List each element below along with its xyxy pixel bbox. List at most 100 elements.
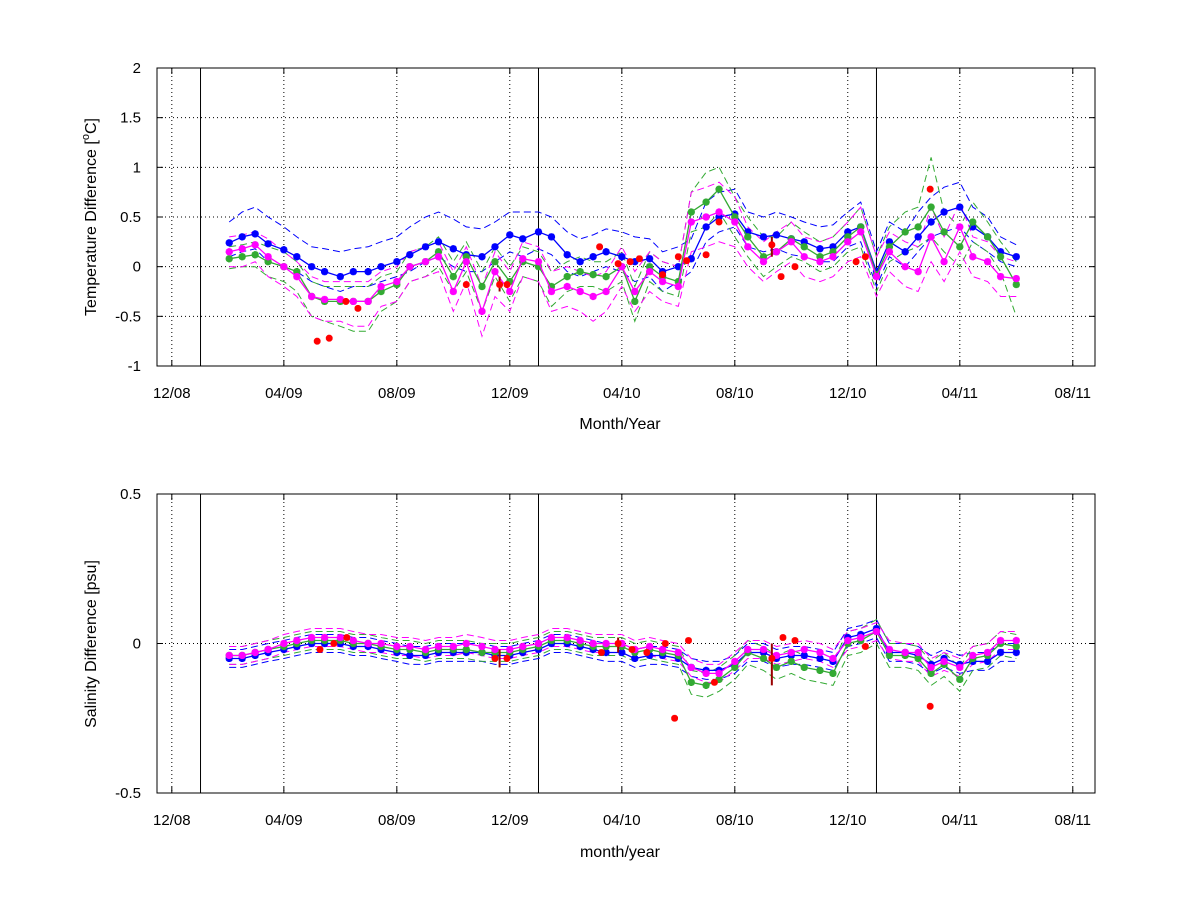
green-data-point xyxy=(478,648,486,657)
blue-data-point xyxy=(1012,648,1020,657)
magenta-data-point xyxy=(658,277,667,286)
blue-data-point xyxy=(406,651,414,660)
magenta-data-point xyxy=(687,663,695,672)
blue-data-point xyxy=(320,268,329,276)
magenta-data-point-glyph xyxy=(885,248,894,256)
blue-data-point xyxy=(618,253,626,261)
magenta-data-point-glyph xyxy=(658,645,667,654)
blue-data-point xyxy=(914,233,922,241)
blue-data-point xyxy=(264,240,272,248)
magenta-data-point-glyph xyxy=(547,633,556,642)
magenta-data-point xyxy=(238,651,246,660)
blue-data-point-glyph xyxy=(646,651,654,660)
magenta-data-point xyxy=(534,258,543,266)
blue-data-point-glyph xyxy=(478,253,486,261)
magenta-data-point-glyph xyxy=(602,287,610,296)
magenta-data-point xyxy=(320,633,329,642)
green-data-point xyxy=(772,663,781,672)
green-data-point xyxy=(940,228,948,236)
green-data-point xyxy=(983,233,992,241)
magenta-data-point-glyph xyxy=(238,245,246,253)
magenta-data-point xyxy=(787,648,795,657)
magenta-data-point xyxy=(519,255,527,263)
green-data-point-glyph xyxy=(462,645,470,654)
green-data-point xyxy=(434,248,443,256)
red-observation-point xyxy=(330,640,338,647)
magenta-data-point xyxy=(618,639,626,648)
green-data-point xyxy=(449,273,457,281)
red-observation-point xyxy=(462,281,470,288)
red-observation-point xyxy=(791,637,799,644)
magenta-data-point xyxy=(421,258,430,266)
magenta-data-point-glyph xyxy=(983,648,992,657)
magenta-data-point-glyph xyxy=(927,663,935,672)
blue-data-point xyxy=(602,648,610,657)
magenta-data-point-glyph xyxy=(280,263,288,271)
magenta-data-point-glyph xyxy=(336,295,344,304)
green-data-point-glyph xyxy=(969,218,977,226)
blue-data-point xyxy=(421,243,430,251)
blue-data-point xyxy=(393,258,401,266)
magenta-data-point xyxy=(940,258,948,266)
magenta-data-point xyxy=(715,669,723,677)
green-data-point-glyph xyxy=(816,253,824,261)
magenta-data-point xyxy=(715,208,723,216)
red-observation-point-glyph xyxy=(674,253,682,261)
blue-data-point xyxy=(969,223,977,231)
red-observation-point-glyph xyxy=(715,218,723,226)
green-data-point xyxy=(744,233,752,241)
red-observation-point xyxy=(926,702,934,710)
magenta-data-point xyxy=(759,645,768,654)
green-data-point-glyph xyxy=(744,233,752,241)
blue-data-point xyxy=(251,230,259,238)
blue-data-point xyxy=(844,228,852,236)
magenta-data-point-glyph xyxy=(744,645,752,654)
blue-data-point-glyph xyxy=(816,245,824,253)
green-data-point xyxy=(956,243,964,251)
red-observation-point-glyph xyxy=(636,255,643,263)
magenta-data-point xyxy=(349,636,357,645)
blue-data-point xyxy=(364,268,372,276)
blue-data-point xyxy=(631,258,639,266)
magenta-data-point xyxy=(969,651,977,660)
magenta-data-point xyxy=(658,645,667,654)
magenta-dashed-envelope-line xyxy=(229,241,1017,338)
green-data-point xyxy=(901,228,909,236)
blue-data-point-glyph xyxy=(406,651,414,660)
red-observation-point xyxy=(779,634,787,641)
blue-data-point-glyph xyxy=(1012,648,1020,657)
magenta-data-point-glyph xyxy=(969,651,977,660)
red-observation-point xyxy=(614,260,622,268)
green-data-point-glyph xyxy=(434,248,443,256)
green-data-point-glyph xyxy=(602,273,610,281)
magenta-data-point xyxy=(940,657,948,666)
magenta-data-point-glyph xyxy=(421,258,430,266)
magenta-data-point-glyph xyxy=(674,648,682,657)
magenta-data-point xyxy=(759,258,768,266)
green-data-point xyxy=(927,669,935,677)
green-data-point xyxy=(547,282,556,291)
magenta-data-point xyxy=(393,642,401,651)
green-data-point xyxy=(225,255,233,263)
blue-data-point xyxy=(519,235,527,243)
magenta-data-point-glyph xyxy=(308,633,316,642)
red-observation-point-glyph xyxy=(926,702,934,710)
x-tick-label: 04/10 xyxy=(603,385,641,402)
magenta-data-point-glyph xyxy=(702,669,710,677)
red-observation-point-glyph xyxy=(313,337,321,345)
magenta-data-point-glyph xyxy=(816,258,824,266)
blue-data-point xyxy=(744,228,752,236)
y-tick-label: 0 xyxy=(133,259,141,276)
magenta-data-point xyxy=(336,295,344,304)
magenta-data-point xyxy=(406,642,414,651)
blue-data-point-glyph xyxy=(364,268,372,276)
magenta-data-point-glyph xyxy=(534,639,543,648)
blue-data-point xyxy=(491,243,499,251)
green-data-point xyxy=(829,248,837,256)
green-data-point xyxy=(844,233,852,241)
magenta-data-point xyxy=(462,639,470,648)
magenta-data-point-glyph xyxy=(406,263,414,271)
magenta-data-point-glyph xyxy=(787,648,795,657)
green-data-point xyxy=(816,253,824,261)
magenta-data-point-glyph xyxy=(646,642,654,651)
